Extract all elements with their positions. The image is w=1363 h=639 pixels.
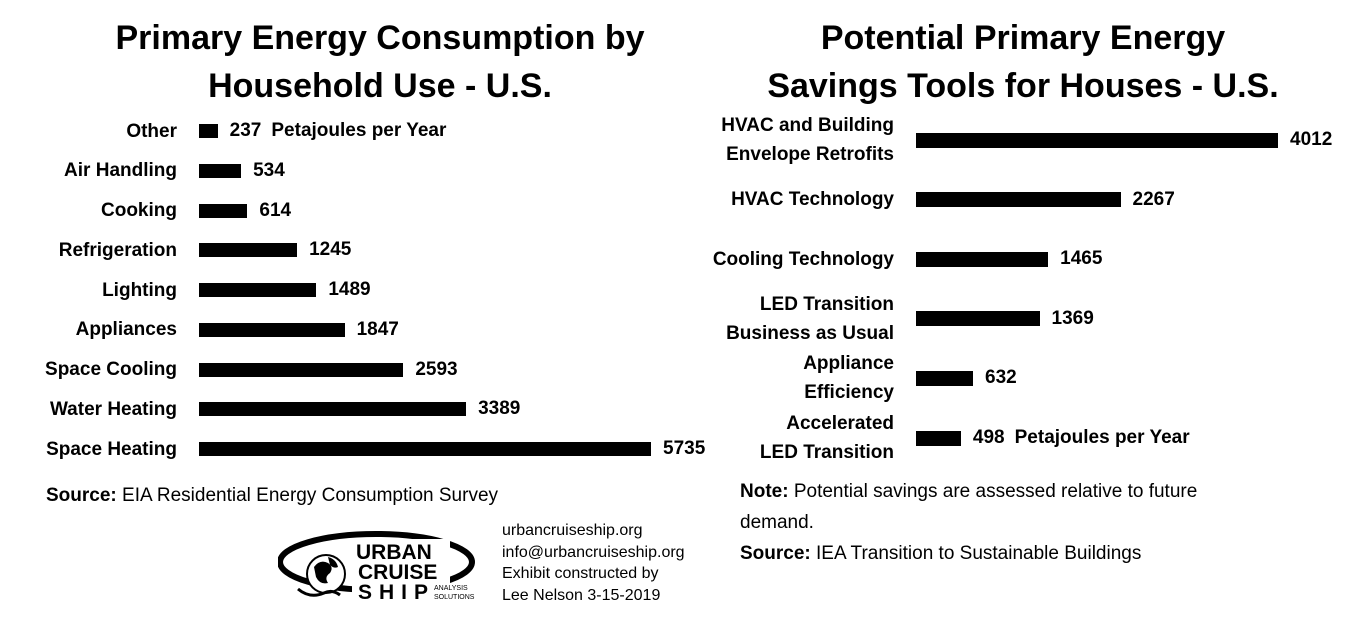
right-chart-category-label-line: HVAC Technology xyxy=(731,189,894,211)
left-chart-value-label: 2593 xyxy=(415,358,458,380)
left-chart-bar xyxy=(199,283,317,297)
left-source-text: EIA Residential Energy Consumption Surve… xyxy=(122,485,499,506)
left-chart-value-label: 5735 xyxy=(663,438,706,459)
footer-credit-line1: Exhibit constructed by xyxy=(502,565,659,582)
right-chart-title-line2: Savings Tools for Houses - U.S. xyxy=(767,67,1279,105)
left-chart-unit-label: Petajoules per Year xyxy=(271,120,447,141)
right-chart-value-label: 1369 xyxy=(1051,307,1094,329)
left-chart-category-label: Cooking xyxy=(0,196,177,225)
left-chart-value-label: 1847 xyxy=(356,318,399,340)
right-source-text: IEA Transition to Sustainable Buildings xyxy=(816,543,1142,564)
right-chart-category-label-line: Envelope Retrofits xyxy=(726,144,894,165)
right-chart-category-label-line: Business as Usual xyxy=(726,322,894,344)
right-note-label: Note: xyxy=(740,481,789,502)
right-chart-category-label-line: HVAC and Building xyxy=(721,115,894,136)
right-chart-category-label-line: Cooling Technology xyxy=(712,248,894,270)
right-chart-category-label: HVAC Technology xyxy=(634,185,894,214)
right-chart-bar xyxy=(916,370,974,386)
right-chart-title: Potential Primary Energy Savings Tools f… xyxy=(700,14,1346,110)
left-chart-category-label-line: Space Heating xyxy=(46,438,177,460)
right-chart-bar xyxy=(916,192,1121,208)
logo-text-urban: URBAN xyxy=(356,541,432,564)
footer-credit-line2: Lee Nelson 3-15-2019 xyxy=(502,586,661,604)
right-note: Note: Potential savings are assessed rel… xyxy=(740,476,1340,569)
left-chart-bar xyxy=(199,442,651,456)
left-chart-category-label-line: Air Handling xyxy=(64,160,177,182)
left-chart-category-label-line: Space Cooling xyxy=(45,359,177,380)
left-chart-category-label: Lighting xyxy=(0,276,177,305)
left-chart-category-label-line: Appliances xyxy=(75,319,177,341)
right-note-line2: demand. xyxy=(740,512,814,533)
left-source-label: Source: xyxy=(46,485,117,506)
left-chart-bar xyxy=(199,402,467,417)
left-source-note: Source: EIA Residential Energy Consumpti… xyxy=(46,480,498,511)
left-chart-bar xyxy=(199,203,248,218)
right-chart-value-label: 4012 xyxy=(1290,129,1333,150)
right-source-label: Source: xyxy=(740,543,811,564)
left-chart-category-label-line: Water Heating xyxy=(49,398,177,420)
left-chart-value-label: 614 xyxy=(259,199,292,221)
right-chart-title-line1: Potential Primary Energy xyxy=(820,19,1226,57)
right-chart-category-label-line: Appliance xyxy=(803,353,894,375)
right-note-line1: Potential savings are assessed relative … xyxy=(793,481,1198,502)
footer-contact: urbancruiseship.org info@urbancruiseship… xyxy=(502,520,685,606)
right-chart-unit-label: Petajoules per Year xyxy=(1014,427,1190,448)
right-chart-category-label: HVAC and Building Envelope Retrofits xyxy=(634,111,894,169)
left-chart-bar xyxy=(199,362,404,377)
right-chart-category-label-line: Accelerated xyxy=(786,413,894,434)
right-chart-bar xyxy=(916,132,1278,148)
left-chart-bar xyxy=(199,163,242,178)
left-chart-value-label: 1489 xyxy=(328,279,371,300)
right-chart-value-label: 632 xyxy=(985,367,1017,389)
logo-text-ship: SHIP xyxy=(358,581,435,604)
right-chart-value-label: 498 Petajoules per Year xyxy=(972,427,1190,448)
logo-text-analysis: ANALYSIS xyxy=(434,585,468,592)
right-chart-category-label-line: LED Transition xyxy=(759,293,894,315)
logo-text-cruise: CRUISE xyxy=(358,561,437,584)
left-chart-category-label: Refrigeration xyxy=(0,236,177,265)
urban-cruise-ship-logo: URBAN CRUISE SHIP ANALYSIS SOLUTIONS xyxy=(277,527,483,614)
left-chart-category-label-line: Refrigeration xyxy=(58,239,177,261)
left-chart-bar xyxy=(199,124,218,138)
right-chart-category-label: Appliance Efficiency xyxy=(634,349,894,407)
left-chart-category-label: Space Cooling xyxy=(0,355,177,384)
footer-email: info@urbancruiseship.org xyxy=(502,543,685,561)
left-chart-category-label: Air Handling xyxy=(0,156,177,185)
left-chart-title-line1: Primary Energy Consumption by xyxy=(115,19,645,57)
right-chart-bar xyxy=(916,311,1040,327)
right-chart-bar xyxy=(916,251,1049,267)
right-chart-value-label: 2267 xyxy=(1132,188,1175,210)
left-chart-value-label: 237 Petajoules per Year xyxy=(229,120,447,141)
footer-website: urbancruiseship.org xyxy=(502,522,643,539)
right-chart-category-label: LED Transition Business as Usual xyxy=(634,290,894,348)
left-chart-category-label: Water Heating xyxy=(0,395,177,424)
left-chart-category-label: Space Heating xyxy=(0,435,177,464)
right-chart-category-label-line: Efficiency xyxy=(804,382,894,404)
logo-graphic: URBAN CRUISE SHIP ANALYSIS SOLUTIONS xyxy=(277,531,475,604)
left-chart-bar xyxy=(199,322,345,337)
right-chart-bar xyxy=(916,430,961,446)
right-chart-value-label: 1465 xyxy=(1060,248,1103,270)
left-chart-category-label-line: Cooking xyxy=(101,200,177,221)
right-chart-category-label-line: LED Transition xyxy=(759,442,894,463)
left-chart-bar xyxy=(199,243,298,258)
left-chart-category-label-line: Lighting xyxy=(102,279,177,301)
left-chart-category-label: Appliances xyxy=(0,315,177,344)
right-chart-category-label: Cooling Technology xyxy=(634,245,894,274)
left-chart-category-label: Other xyxy=(0,117,177,146)
left-chart-value-label: 534 xyxy=(253,159,285,181)
logo-text-solutions: SOLUTIONS xyxy=(434,594,475,601)
left-chart-value-label: 1245 xyxy=(309,239,352,261)
left-chart-title-line2: Household Use - U.S. xyxy=(208,67,552,105)
right-chart-category-label: Accelerated LED Transition xyxy=(634,409,894,467)
left-chart-title: Primary Energy Consumption by Household … xyxy=(40,14,720,110)
left-chart-value-label: 3389 xyxy=(478,398,521,420)
left-chart-category-label-line: Other xyxy=(126,120,177,142)
